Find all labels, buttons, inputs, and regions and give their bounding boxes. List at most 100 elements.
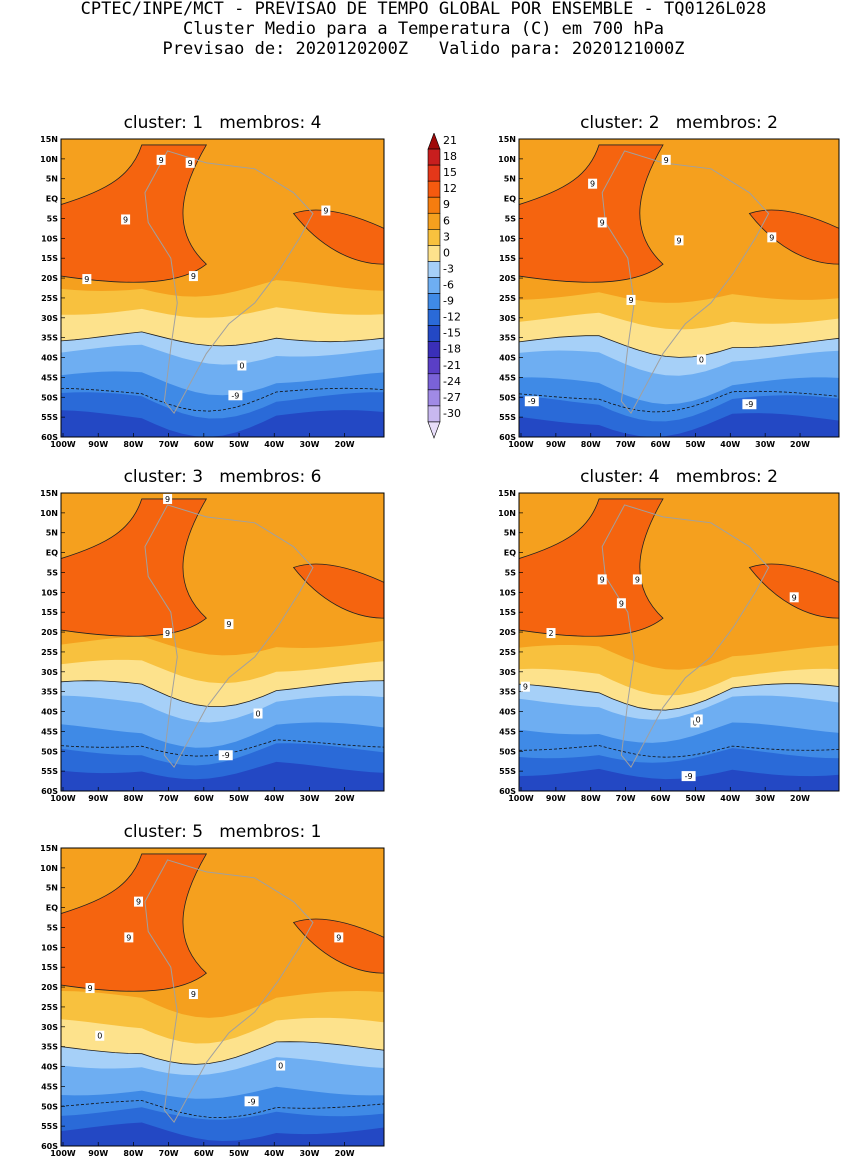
lat-label: 50S <box>41 747 58 756</box>
header-line-2: Cluster Medio para a Temperatura (C) em … <box>182 19 665 39</box>
svg-text:-9: -9 <box>222 751 230 760</box>
lat-label: 45S <box>41 1082 58 1091</box>
colorbar-swatch <box>427 357 441 375</box>
contour-label: 0 <box>237 360 247 371</box>
colorbar-swatch <box>427 293 441 310</box>
contour-label: 9 <box>789 592 799 603</box>
lon-label: 40W <box>720 440 740 449</box>
lon-label: 20W <box>335 794 355 803</box>
lat-label: 5S <box>47 923 59 932</box>
lat-label: 40S <box>499 354 516 363</box>
lat-label: 35S <box>41 1043 58 1052</box>
lon-label: 80W <box>123 1149 143 1157</box>
lon-label: 100W <box>50 1149 76 1157</box>
lat-label: EQ <box>504 549 516 558</box>
lat-label: 40S <box>41 1063 58 1072</box>
colorbar-label: -9 <box>443 295 454 308</box>
svg-text:9: 9 <box>165 629 170 638</box>
temperature-band <box>61 761 384 791</box>
contour-label: 9 <box>185 157 195 168</box>
svg-text:9: 9 <box>126 933 131 942</box>
lon-label: 90W <box>88 440 108 449</box>
lat-label: 15S <box>499 608 516 617</box>
svg-text:9: 9 <box>792 593 797 602</box>
svg-text:9: 9 <box>600 218 605 227</box>
lat-label: 35S <box>41 334 58 343</box>
colorbar-label: -15 <box>443 327 461 340</box>
colorbar-label: -30 <box>443 407 461 420</box>
contour-label: 9 <box>632 574 642 585</box>
warm-region <box>518 144 664 283</box>
svg-text:0: 0 <box>696 715 701 724</box>
contour-0 <box>518 335 840 358</box>
map-frame <box>60 138 385 438</box>
contour-label: 9 <box>334 932 344 943</box>
lat-label: 20S <box>41 983 58 992</box>
contour-label: 9 <box>616 598 626 609</box>
contour-minus-9 <box>518 745 840 758</box>
map-panel-1: cluster: 1 membros: 4 15N 10N 5N EQ 5S 10S 15S 2… <box>40 113 385 449</box>
contour-label: 0 <box>696 354 706 365</box>
lat-label: 5N <box>46 529 58 538</box>
contour-label: 9 <box>188 271 198 282</box>
lat-label: 5S <box>47 568 59 577</box>
svg-text:-9: -9 <box>528 397 536 406</box>
svg-text:9: 9 <box>159 156 164 165</box>
lat-label: EQ <box>46 195 58 204</box>
contour-label: 9 <box>82 274 92 285</box>
lat-label: 30S <box>499 668 516 677</box>
lat-label: 60S <box>499 787 516 796</box>
lat-label: 5N <box>46 884 58 893</box>
contour-label: 9 <box>156 154 166 165</box>
contour-label: -9 <box>681 771 696 782</box>
lat-label: 25S <box>41 1003 58 1012</box>
coastline <box>144 504 314 769</box>
contour-label: 9 <box>188 989 198 1000</box>
lon-label: 100W <box>508 794 534 803</box>
map-frame <box>60 492 385 792</box>
lat-label: 40S <box>499 708 516 717</box>
lat-label: 25S <box>499 294 516 303</box>
contour-label: 9 <box>124 932 134 943</box>
lat-label: 45S <box>41 373 58 382</box>
colorbar: 21 18 15 12 9 6 3 0 -3 -6 -9 -12 -15 -18 -21 -24 -27 -30 <box>424 132 474 443</box>
svg-text:0: 0 <box>255 710 260 719</box>
temperature-band <box>519 413 839 437</box>
lat-label: 35S <box>499 334 516 343</box>
svg-text:9: 9 <box>523 683 528 692</box>
colorbar-swatch <box>427 229 441 246</box>
contour-minus-9 <box>60 1100 385 1119</box>
contour-label: 9 <box>121 214 131 225</box>
lon-label: 70W <box>616 440 636 449</box>
lon-label: 40W <box>720 794 740 803</box>
lon-label: 50W <box>685 794 705 803</box>
colorbar-label: 18 <box>443 150 457 163</box>
lat-label: EQ <box>46 904 58 913</box>
contour-label: 9 <box>520 681 530 692</box>
lat-label: 55S <box>41 767 58 776</box>
contour-0 <box>60 680 385 707</box>
lon-label: 30W <box>299 794 319 803</box>
svg-text:9: 9 <box>226 620 231 629</box>
lon-label: 30W <box>299 440 319 449</box>
colorbar-label: 21 <box>443 134 457 147</box>
map-panel-2: cluster: 2 membros: 2 15N 10N 5N EQ 5S 10S 15S 2… <box>498 113 840 449</box>
lat-label: 30S <box>41 668 58 677</box>
warm-region <box>60 144 208 283</box>
lat-label: 35S <box>41 688 58 697</box>
lat-label: 15N <box>498 135 516 144</box>
lon-label: 90W <box>546 794 566 803</box>
panel-title: cluster: 1 membros: 4 <box>123 113 322 133</box>
temperature-map: 15N 10N 5N EQ 5S 10S 15S 20S 25S 30S 35S 40S 45S 50S 5… <box>40 844 385 1157</box>
colorbar-swatch <box>427 261 441 278</box>
lat-label: 5N <box>504 529 516 538</box>
colorbar-swatch <box>427 132 441 150</box>
temperature-band <box>61 1122 384 1146</box>
svg-text:9: 9 <box>664 156 669 165</box>
contour-label: 9 <box>661 154 671 165</box>
lat-label: 55S <box>41 1122 58 1131</box>
lon-label: 70W <box>159 1149 179 1157</box>
contour-label: 0 <box>95 1030 105 1041</box>
colorbar-label: -21 <box>443 359 461 372</box>
lat-label: 45S <box>499 373 516 382</box>
